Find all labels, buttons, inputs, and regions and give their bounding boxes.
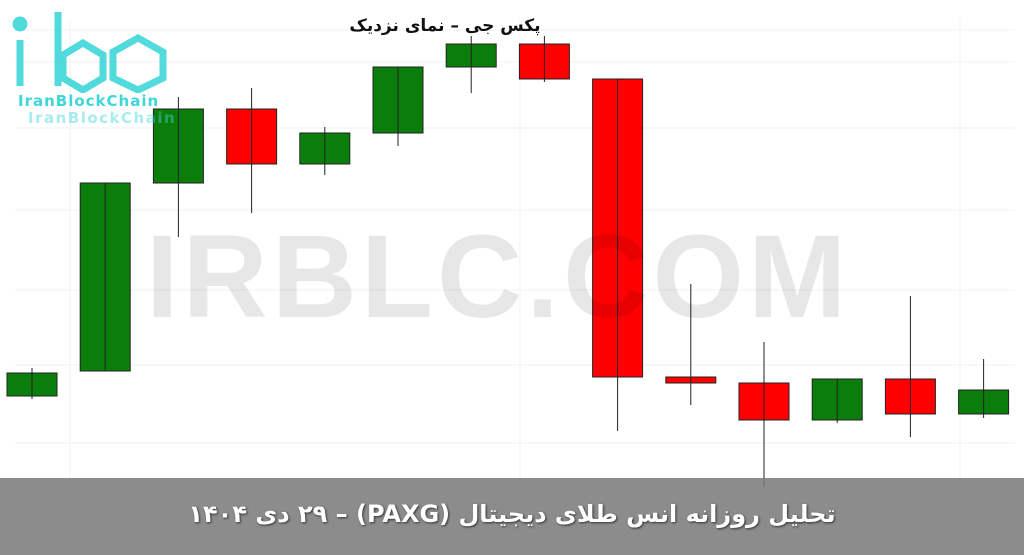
caption-text: تحلیل روزانه انس طلای دیجیتال (PAXG) – ۲… [188, 500, 836, 528]
chart-title: پکس جی – نمای نزدیک [349, 16, 541, 36]
caption-bar: تحلیل روزانه انس طلای دیجیتال (PAXG) – ۲… [0, 478, 1024, 555]
ibc-logo-icon [12, 12, 167, 95]
logo-text: IranBlockChain [18, 92, 160, 110]
iranblockchain-logo: IranBlockChain IranBlockChain [8, 8, 188, 127]
watermark: IRBLC.COM [145, 211, 851, 343]
logo-text-shadow: IranBlockChain [28, 109, 177, 127]
